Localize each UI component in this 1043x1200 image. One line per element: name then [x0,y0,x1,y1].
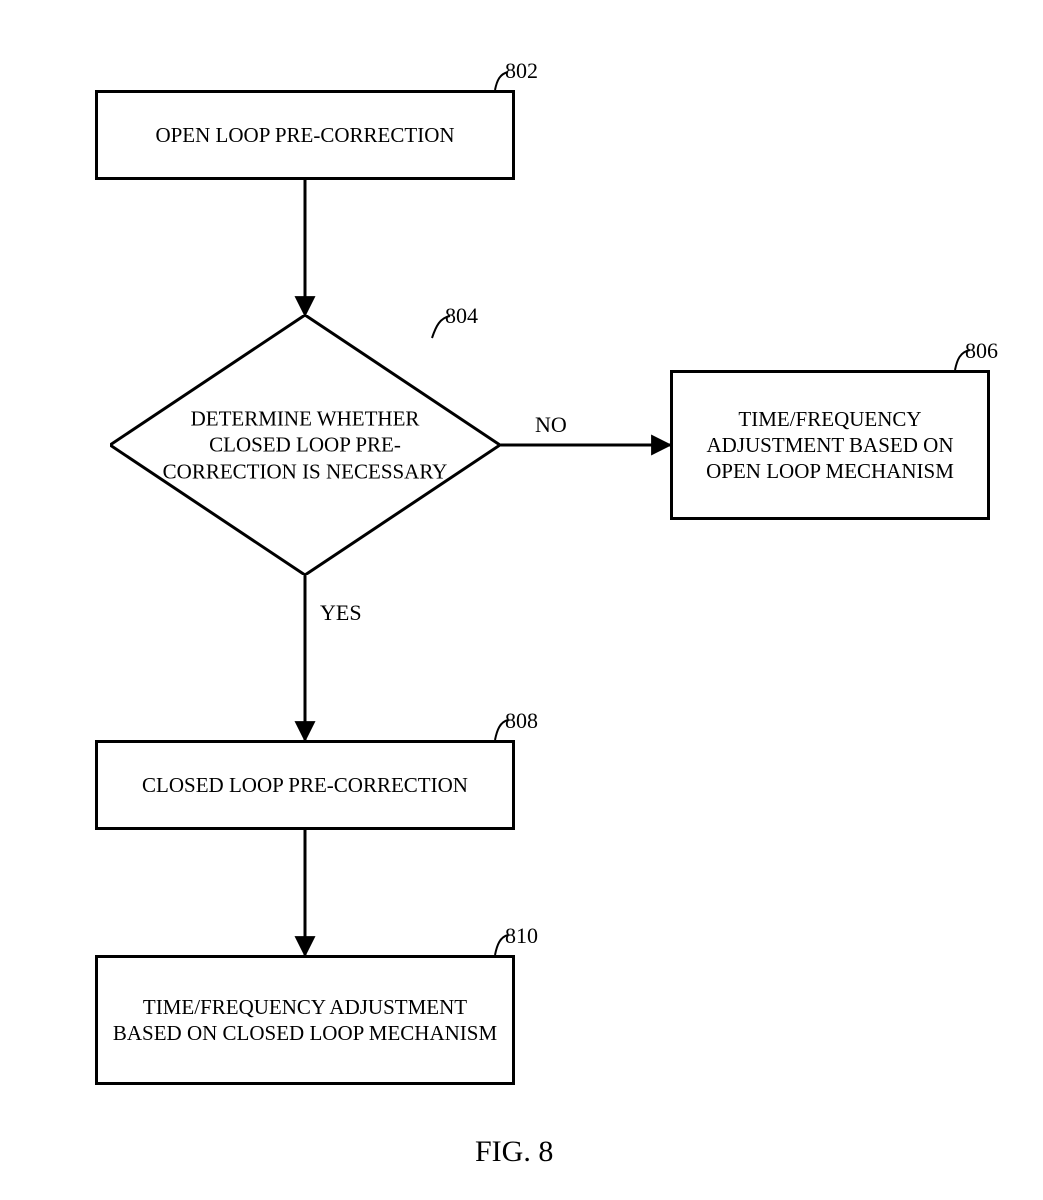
figure-label: FIG. 8 [475,1135,553,1169]
node-802-text: OPEN LOOP PRE-CORRECTION [155,122,454,148]
node-806-text: TIME/FREQUENCY ADJUSTMENT BASED ON OPEN … [685,406,975,485]
ref-label-802: 802 [505,58,538,84]
node-804-text: DETERMINE WHETHER CLOSED LOOP PRE-CORREC… [149,406,461,485]
node-806-open-loop-adjustment: TIME/FREQUENCY ADJUSTMENT BASED ON OPEN … [670,370,990,520]
node-810-text: TIME/FREQUENCY ADJUSTMENT BASED ON CLOSE… [110,994,500,1047]
ref-label-806: 806 [965,338,998,364]
ref-label-810: 810 [505,923,538,949]
edge-label-no: NO [535,412,567,438]
node-810-closed-loop-adjustment: TIME/FREQUENCY ADJUSTMENT BASED ON CLOSE… [95,955,515,1085]
node-804-decision: DETERMINE WHETHER CLOSED LOOP PRE-CORREC… [110,315,500,575]
node-808-closed-loop-pre-correction: CLOSED LOOP PRE-CORRECTION [95,740,515,830]
flowchart-canvas: OPEN LOOP PRE-CORRECTION 802 DETERMINE W… [0,0,1043,1200]
edge-label-yes: YES [320,600,362,626]
node-802-open-loop-pre-correction: OPEN LOOP PRE-CORRECTION [95,90,515,180]
node-808-text: CLOSED LOOP PRE-CORRECTION [142,772,468,798]
ref-label-804: 804 [445,303,478,329]
ref-label-808: 808 [505,708,538,734]
